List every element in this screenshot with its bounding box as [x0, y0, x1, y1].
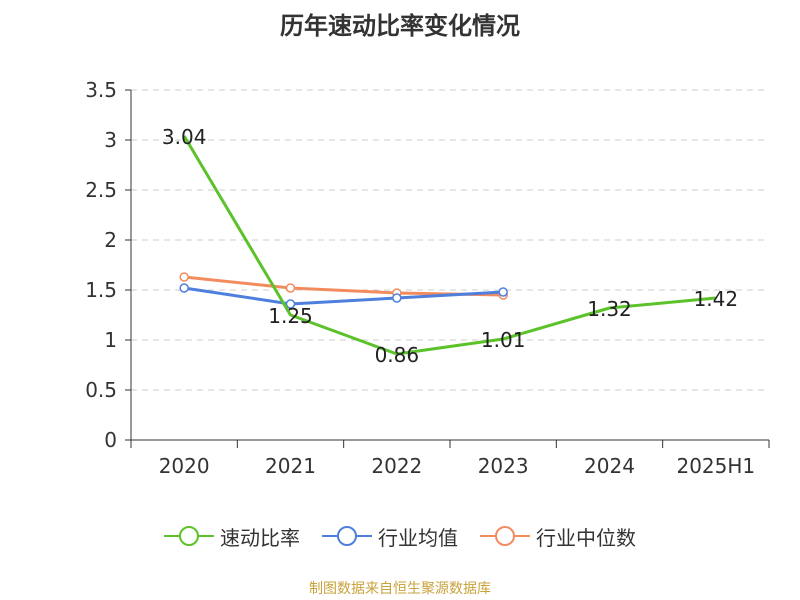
- y-tick-label: 2.5: [85, 178, 117, 202]
- legend-label-industry-median: 行业中位数: [536, 525, 636, 550]
- x-tick-label: 2024: [584, 454, 635, 478]
- series-point-industry-mean: [285, 299, 296, 309]
- data-label: 0.86: [375, 343, 420, 367]
- x-tick-label: 2022: [371, 454, 422, 478]
- series-point-industry-median: [285, 283, 296, 293]
- y-tick-label: 0: [104, 428, 117, 452]
- chart-title: 历年速动比率变化情况: [280, 12, 520, 40]
- series-point-industry-median: [179, 272, 189, 282]
- x-tick-label: 2020: [159, 454, 210, 478]
- legend-label-quick-ratio: 速动比率: [220, 525, 300, 550]
- series-point-industry-mean: [498, 287, 508, 297]
- series-line-industry-median: [184, 275, 504, 297]
- legend-swatch-industry-mean: [322, 521, 372, 551]
- legend-item-industry-median[interactable]: 行业中位数: [480, 521, 636, 551]
- legend: 速动比率 行业均值 行业中位数: [0, 521, 800, 551]
- x-tick-label: 2023: [478, 454, 529, 478]
- series-line-quick-ratio: [182, 135, 716, 356]
- x-tick-label: 2025H1: [676, 454, 755, 478]
- series-point-industry-mean: [392, 293, 402, 303]
- y-tick-label: 3: [104, 128, 117, 152]
- y-tick-label: 2: [104, 228, 117, 252]
- data-label: 1.42: [694, 287, 739, 311]
- y-tick-label: 0.5: [85, 378, 117, 402]
- legend-item-quick-ratio[interactable]: 速动比率: [164, 521, 300, 551]
- x-tick-label: 2021: [265, 454, 316, 478]
- source-note: 制图数据来自恒生聚源数据库: [309, 581, 491, 597]
- series-point-industry-mean: [179, 283, 189, 293]
- legend-label-industry-mean: 行业均值: [378, 525, 458, 550]
- series-line-industry-mean: [183, 286, 504, 306]
- y-tick-label: 1: [104, 328, 117, 352]
- legend-swatch-quick-ratio: [164, 521, 214, 551]
- data-label: 1.25: [268, 304, 313, 328]
- y-tick-label: 3.5: [85, 78, 117, 102]
- legend-swatch-industry-median: [480, 521, 530, 551]
- y-tick-label: 1.5: [85, 278, 117, 302]
- legend-item-industry-mean[interactable]: 行业均值: [322, 521, 458, 551]
- data-label: 1.01: [481, 328, 526, 352]
- data-label: 3.04: [162, 125, 207, 149]
- data-label: 1.32: [587, 297, 632, 321]
